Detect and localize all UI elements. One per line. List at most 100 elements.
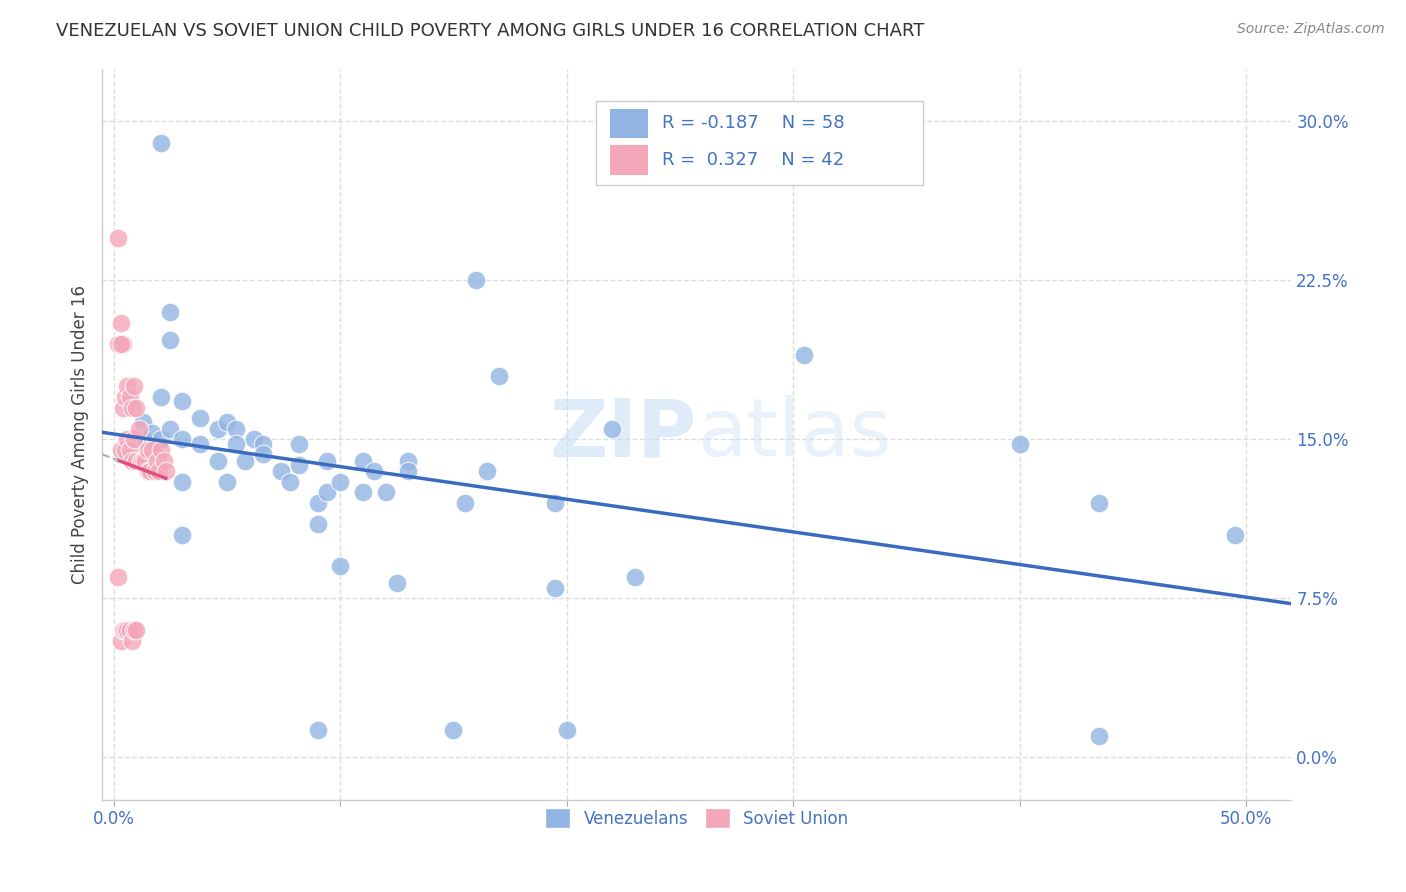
Point xyxy=(252,447,274,461)
Point xyxy=(125,401,148,415)
Point xyxy=(315,485,337,500)
Point xyxy=(132,433,155,447)
Point xyxy=(148,464,170,478)
Point xyxy=(307,517,329,532)
Point xyxy=(136,442,159,457)
Point xyxy=(110,442,132,457)
Point xyxy=(329,475,352,489)
Point xyxy=(170,527,193,541)
Point xyxy=(233,453,256,467)
Point xyxy=(159,422,181,436)
Point xyxy=(107,570,129,584)
Point xyxy=(352,453,374,467)
Point xyxy=(114,623,136,637)
Point xyxy=(150,442,173,457)
Point xyxy=(110,316,132,330)
Point xyxy=(121,453,143,467)
Point xyxy=(155,464,177,478)
Point xyxy=(125,623,148,637)
Point xyxy=(243,433,266,447)
Point xyxy=(121,401,143,415)
Legend: Venezuelans, Soviet Union: Venezuelans, Soviet Union xyxy=(538,801,855,835)
Point xyxy=(111,337,134,351)
Point xyxy=(215,475,238,489)
Point xyxy=(111,401,134,415)
Point xyxy=(128,422,150,436)
Point xyxy=(132,453,155,467)
Point xyxy=(118,442,141,457)
Point xyxy=(225,436,247,450)
Point xyxy=(1088,496,1111,510)
Point xyxy=(363,464,385,478)
Point xyxy=(352,485,374,500)
Point xyxy=(122,623,145,637)
Point xyxy=(315,453,337,467)
Point xyxy=(150,136,173,150)
Point xyxy=(110,633,132,648)
Point xyxy=(443,723,465,737)
Point xyxy=(465,273,488,287)
Text: R =  0.327    N = 42: R = 0.327 N = 42 xyxy=(662,151,845,169)
Bar xyxy=(610,109,648,138)
Point xyxy=(122,379,145,393)
Point xyxy=(288,436,311,450)
Point xyxy=(374,485,396,500)
Bar xyxy=(610,145,648,175)
Text: atlas: atlas xyxy=(697,395,891,473)
Point xyxy=(207,453,229,467)
Point xyxy=(111,623,134,637)
Point xyxy=(1008,436,1031,450)
Point xyxy=(159,333,181,347)
Point xyxy=(129,453,152,467)
Point xyxy=(141,425,163,440)
Point xyxy=(454,496,477,510)
Point xyxy=(118,623,141,637)
Point xyxy=(477,464,499,478)
Point xyxy=(280,475,302,489)
Point xyxy=(139,464,162,478)
Point xyxy=(188,436,211,450)
Point xyxy=(134,453,156,467)
Point xyxy=(544,581,567,595)
Point xyxy=(1223,527,1246,541)
Point xyxy=(118,390,141,404)
Point xyxy=(117,379,139,393)
Point xyxy=(146,453,169,467)
Point xyxy=(215,416,238,430)
Point xyxy=(170,433,193,447)
Point xyxy=(114,390,136,404)
Point xyxy=(488,368,510,383)
Point xyxy=(623,570,645,584)
Point xyxy=(110,337,132,351)
Point xyxy=(329,559,352,574)
Point xyxy=(121,633,143,648)
Point xyxy=(793,347,815,361)
Text: ZIP: ZIP xyxy=(550,395,697,473)
Point xyxy=(114,442,136,457)
Point xyxy=(288,458,311,472)
Bar xyxy=(596,102,922,186)
Point xyxy=(125,453,148,467)
Point xyxy=(188,411,211,425)
Point xyxy=(307,723,329,737)
Text: Source: ZipAtlas.com: Source: ZipAtlas.com xyxy=(1237,22,1385,37)
Point xyxy=(600,422,623,436)
Point xyxy=(396,453,419,467)
Point xyxy=(170,475,193,489)
Point xyxy=(159,305,181,319)
Point xyxy=(270,464,292,478)
Point xyxy=(170,394,193,409)
Text: VENEZUELAN VS SOVIET UNION CHILD POVERTY AMONG GIRLS UNDER 16 CORRELATION CHART: VENEZUELAN VS SOVIET UNION CHILD POVERTY… xyxy=(56,22,925,40)
Text: R = -0.187    N = 58: R = -0.187 N = 58 xyxy=(662,114,845,132)
Point xyxy=(122,433,145,447)
Point xyxy=(307,496,329,510)
Point xyxy=(1088,729,1111,743)
Point xyxy=(117,433,139,447)
Point xyxy=(252,436,274,450)
Point xyxy=(396,464,419,478)
Point xyxy=(107,337,129,351)
Point xyxy=(143,464,166,478)
Point xyxy=(136,464,159,478)
Point xyxy=(141,442,163,457)
Point xyxy=(225,422,247,436)
